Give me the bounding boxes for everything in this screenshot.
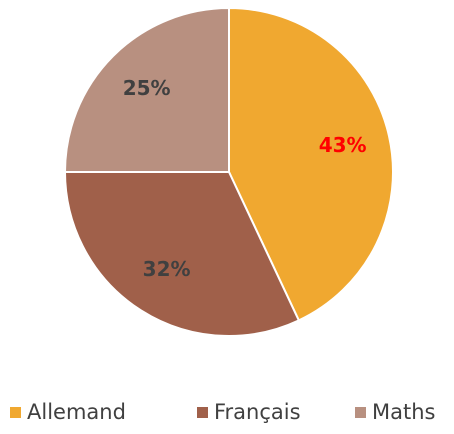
legend-swatch: [355, 407, 366, 418]
legend-swatch: [197, 407, 208, 418]
pie-slice: [63, 171, 301, 337]
legend-swatch: [10, 407, 21, 418]
pie-slice: [63, 6, 230, 173]
legend-label: Français: [214, 400, 301, 424]
legend-label: Allemand: [27, 400, 126, 424]
value-label: 25%: [123, 76, 171, 100]
legend-label: Maths: [372, 400, 435, 424]
value-label: 32%: [143, 257, 191, 281]
value-label: 43%: [319, 133, 367, 157]
pie-slice: [228, 6, 394, 322]
